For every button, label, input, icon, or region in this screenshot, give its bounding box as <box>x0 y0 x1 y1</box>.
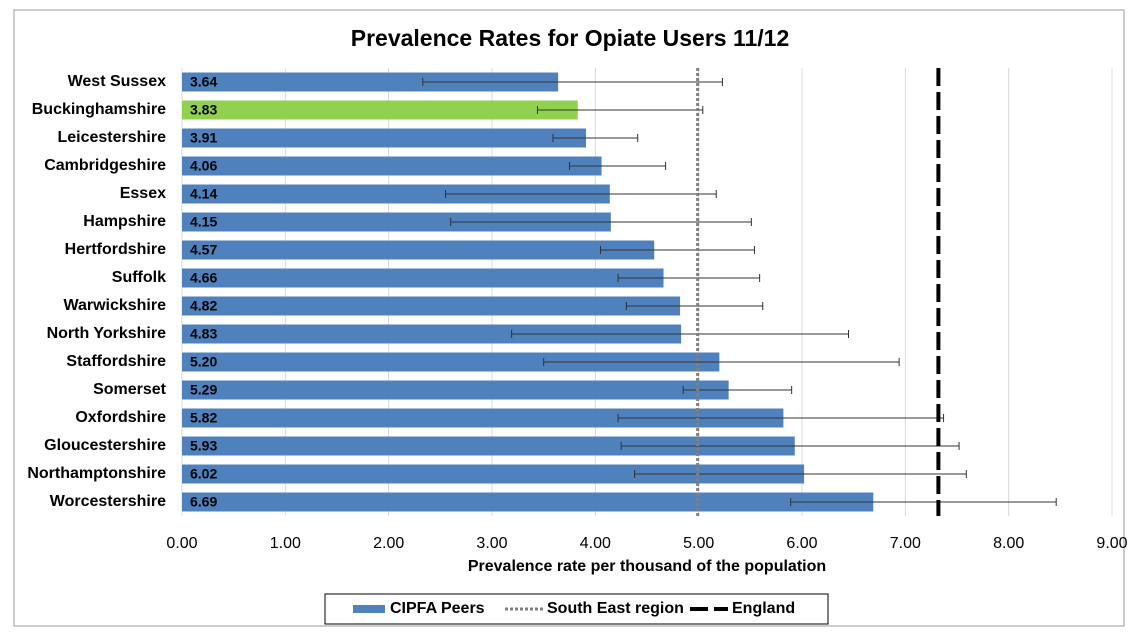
y-tick-label: Warwickshire <box>63 297 166 314</box>
bar <box>182 324 682 344</box>
y-tick-label: Hampshire <box>83 213 166 230</box>
x-tick-label: 5.00 <box>683 535 714 552</box>
y-tick-label: Oxfordshire <box>75 409 166 426</box>
value-label: 3.83 <box>190 102 217 118</box>
y-tick-label: North Yorkshire <box>47 325 167 342</box>
x-tick-label: 2.00 <box>373 535 404 552</box>
y-tick-label: Staffordshire <box>66 353 166 370</box>
bar <box>182 156 602 176</box>
value-label: 5.29 <box>190 382 217 398</box>
value-label: 5.82 <box>190 410 217 426</box>
bar <box>182 492 874 512</box>
legend-label: CIPFA Peers <box>390 600 485 617</box>
value-label: 4.83 <box>190 326 217 342</box>
value-label: 3.64 <box>190 74 217 90</box>
value-label: 6.02 <box>190 466 217 482</box>
bar <box>182 100 578 120</box>
value-label: 4.06 <box>190 158 217 174</box>
bar <box>182 352 720 372</box>
y-tick-label: Leicestershire <box>57 129 166 146</box>
y-tick-label: West Sussex <box>68 73 167 90</box>
bar <box>182 464 805 484</box>
x-tick-label: 0.00 <box>166 535 197 552</box>
y-tick-label: Suffolk <box>112 269 166 286</box>
x-tick-label: 1.00 <box>270 535 301 552</box>
bar <box>182 380 729 400</box>
legend-label: South East region <box>547 600 684 617</box>
value-label: 5.93 <box>190 438 217 454</box>
x-tick-label: 3.00 <box>476 535 507 552</box>
bar <box>182 436 795 456</box>
y-tick-label: Cambridgeshire <box>44 157 166 174</box>
value-label: 4.14 <box>190 186 217 202</box>
chart-title: Prevalence Rates for Opiate Users 11/12 <box>351 25 790 51</box>
legend-swatch <box>353 605 385 613</box>
x-axis-title: Prevalence rate per thousand of the popu… <box>468 558 826 575</box>
value-label: 4.82 <box>190 298 217 314</box>
value-label: 4.66 <box>190 270 217 286</box>
x-tick-label: 9.00 <box>1096 535 1127 552</box>
value-label: 3.91 <box>190 130 217 146</box>
value-label: 4.15 <box>190 214 217 230</box>
bar <box>182 212 611 232</box>
y-tick-label: Somerset <box>93 381 167 398</box>
y-tick-label: Worcestershire <box>50 493 166 510</box>
legend-label: England <box>732 600 795 617</box>
value-label: 5.20 <box>190 354 217 370</box>
y-tick-label: Essex <box>120 185 166 202</box>
value-label: 4.57 <box>190 242 217 258</box>
x-tick-label: 4.00 <box>580 535 611 552</box>
bar <box>182 184 610 204</box>
value-label: 6.69 <box>190 494 217 510</box>
bar <box>182 240 655 260</box>
x-tick-label: 8.00 <box>993 535 1024 552</box>
bar <box>182 408 784 428</box>
bar <box>182 296 681 316</box>
y-tick-label: Northamptonshire <box>27 465 166 482</box>
y-tick-label: Hertfordshire <box>65 241 166 258</box>
legend-box <box>324 593 829 625</box>
x-tick-label: 7.00 <box>890 535 921 552</box>
x-tick-label: 6.00 <box>786 535 817 552</box>
bar <box>182 72 559 92</box>
y-tick-label: Buckinghamshire <box>32 101 166 118</box>
bar <box>182 128 587 148</box>
y-tick-label: Gloucestershire <box>44 437 166 454</box>
bar <box>182 268 664 288</box>
